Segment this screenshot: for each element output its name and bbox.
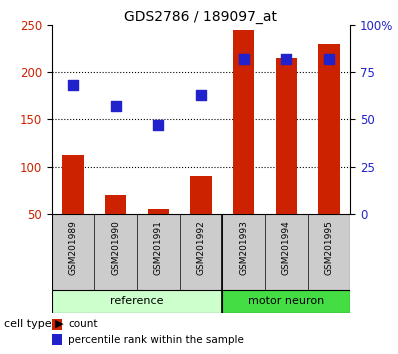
Bar [52,335,62,345]
Bar [318,44,339,214]
Text: GSM201993: GSM201993 [239,220,248,275]
Text: reference: reference [110,296,164,306]
Bar [52,319,62,330]
Text: motor neuron: motor neuron [248,296,324,306]
Text: GSM201990: GSM201990 [111,220,120,275]
Text: percentile rank within the sample: percentile rank within the sample [68,335,244,345]
Bar [275,58,297,214]
Point [198,92,204,98]
Bar [190,176,212,214]
Bar [148,209,169,214]
Bar [233,29,254,214]
Text: GSM201989: GSM201989 [68,220,78,275]
Point [70,82,76,88]
Bar [62,155,84,214]
Point [326,56,332,62]
FancyBboxPatch shape [52,214,350,290]
Point [113,103,119,109]
Text: count: count [68,319,98,329]
Bar [105,195,127,214]
Point [155,122,162,128]
Point [240,56,247,62]
Text: GSM201994: GSM201994 [282,220,291,275]
Text: GSM201992: GSM201992 [197,220,205,275]
Text: GSM201995: GSM201995 [324,220,334,275]
Text: cell type ▶: cell type ▶ [4,319,64,329]
Title: GDS2786 / 189097_at: GDS2786 / 189097_at [125,10,277,24]
Text: GSM201991: GSM201991 [154,220,163,275]
FancyBboxPatch shape [222,290,350,313]
Point [283,56,289,62]
FancyBboxPatch shape [52,290,222,313]
